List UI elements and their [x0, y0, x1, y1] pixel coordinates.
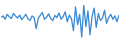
plot-area — [1, 5, 119, 37]
series-line — [1, 5, 119, 37]
chart-svg — [0, 0, 120, 45]
chart-container — [0, 0, 120, 45]
